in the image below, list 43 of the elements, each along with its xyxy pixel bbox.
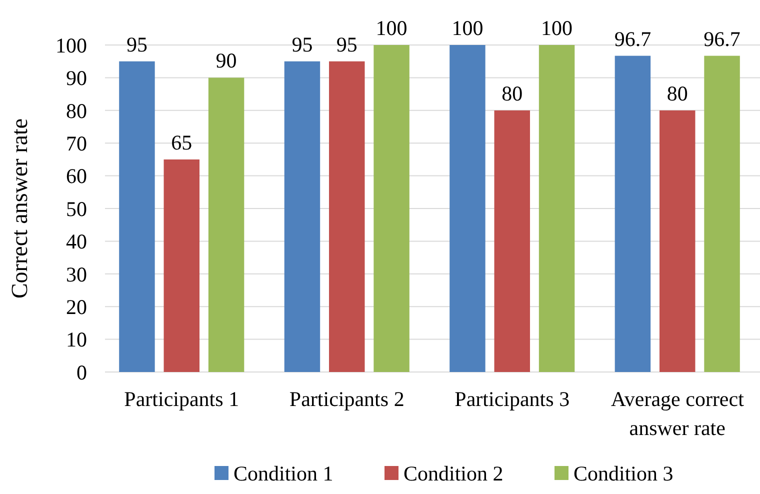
bar xyxy=(329,61,365,372)
data-label: 65 xyxy=(171,130,192,154)
y-tick-label: 50 xyxy=(66,196,87,221)
bar xyxy=(374,45,410,372)
x-tick-label: Participants 2 xyxy=(289,387,404,411)
bar xyxy=(614,56,651,372)
y-tick-label: 100 xyxy=(56,33,87,58)
y-tick-label: 30 xyxy=(66,262,87,286)
y-axis-title: Correct answer rate xyxy=(7,118,32,299)
data-label: 100 xyxy=(376,16,408,40)
y-tick-label: 0 xyxy=(76,360,87,384)
data-label: 90 xyxy=(216,48,237,73)
data-label: 80 xyxy=(502,81,523,106)
y-tick-label: 40 xyxy=(66,230,87,254)
bar xyxy=(660,110,696,372)
bar xyxy=(284,61,320,372)
data-label: 96.7 xyxy=(704,26,740,51)
data-label: 95 xyxy=(336,32,358,56)
legend-label: Condition 1 xyxy=(234,461,334,486)
data-label: 95 xyxy=(126,32,148,56)
x-tick-label: Participants 3 xyxy=(454,387,570,411)
legend-label: Condition 2 xyxy=(404,461,504,486)
y-tick-label: 60 xyxy=(66,164,87,188)
data-label: 95 xyxy=(292,32,313,56)
y-tick-label: 10 xyxy=(66,328,87,352)
x-tick-label: Participants 1 xyxy=(124,387,240,411)
bar xyxy=(119,61,155,372)
bar xyxy=(704,56,740,372)
data-label: 80 xyxy=(666,81,688,106)
y-tick-label: 80 xyxy=(66,98,87,123)
bar xyxy=(164,159,200,372)
data-label: 100 xyxy=(541,16,573,40)
data-label: 100 xyxy=(452,16,484,40)
y-tick-label: 20 xyxy=(66,294,87,319)
y-tick-label: 70 xyxy=(66,131,87,156)
x-tick-label: Average correct answer rate xyxy=(610,387,744,440)
y-tick-label: 90 xyxy=(66,66,87,90)
data-label: 96.7 xyxy=(614,26,652,51)
bar xyxy=(450,45,486,372)
bar xyxy=(208,78,244,372)
legend-label: Condition 3 xyxy=(574,461,674,486)
bar xyxy=(494,110,530,372)
bar xyxy=(538,45,575,372)
